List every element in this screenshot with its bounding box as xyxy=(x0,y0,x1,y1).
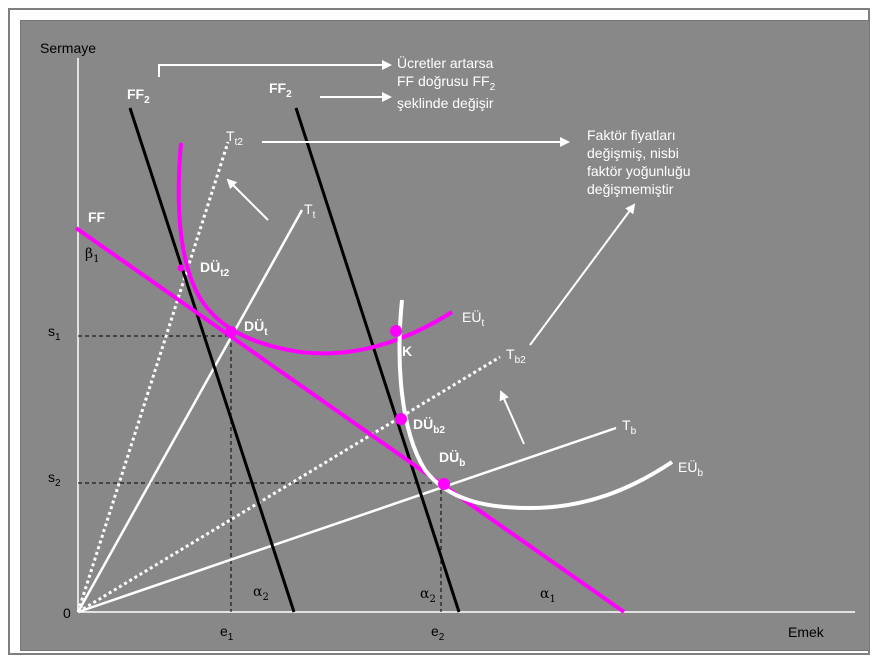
factor-note-line1: Faktör fiyatları xyxy=(587,127,676,143)
s2-label: s2 xyxy=(48,469,61,489)
figure-frame xyxy=(8,8,870,655)
tt-label: Tt xyxy=(304,201,316,221)
wage-bracket-arrow xyxy=(158,60,392,77)
wage-note-line2: FF doğrusu FF2 xyxy=(397,73,496,93)
k-label: K xyxy=(402,343,412,359)
y-axis-label: Sermaye xyxy=(40,40,96,56)
dub-label: DÜb xyxy=(439,449,465,469)
alpha2-left-label: α2 xyxy=(253,584,269,603)
factor-note-arrow xyxy=(529,203,636,346)
factor-note-line2: değişmiş, nisbi xyxy=(587,145,679,161)
eub-label: EÜb xyxy=(678,458,703,479)
rotation-arrow-up-left xyxy=(226,178,269,221)
factor-note-line3: faktör yoğunluğu xyxy=(587,163,691,179)
beta1-label: β1 xyxy=(85,246,99,265)
x-axis-label: Emek xyxy=(788,624,825,640)
dut-label: DÜt xyxy=(244,318,268,338)
point-dub2 xyxy=(395,413,407,425)
origin-label: 0 xyxy=(63,605,71,621)
dub2-label: DÜb2 xyxy=(413,416,445,436)
ff2-right-label: FF2 xyxy=(269,80,292,100)
ff-label: FF xyxy=(88,209,106,225)
ff2-right-line xyxy=(294,107,461,613)
dut2-label: DÜt2 xyxy=(200,259,230,279)
plot-area xyxy=(20,20,870,651)
ff-line xyxy=(74,226,626,614)
e1-label: e1 xyxy=(220,623,234,643)
tb-label: Tb xyxy=(622,417,637,437)
point-dub xyxy=(438,478,450,490)
ff2-left-line xyxy=(128,107,296,613)
ff2-left-label: FF2 xyxy=(127,86,150,106)
factor-note-line4: değişmemiştir xyxy=(587,181,674,197)
tb2-label: Tb2 xyxy=(506,346,526,366)
ray-tt2 xyxy=(76,141,230,613)
e2-label: e2 xyxy=(431,623,445,643)
wage-note-line1: Ücretler artarsa xyxy=(397,54,494,71)
ray-tb xyxy=(77,426,617,614)
tt2-label: Tt2 xyxy=(226,128,243,148)
s1-label: s1 xyxy=(48,323,61,343)
rotation-arrow-up xyxy=(499,390,525,445)
point-k xyxy=(390,325,402,337)
isoquant-eub xyxy=(397,299,674,511)
ray-tb2 xyxy=(77,355,501,614)
isoquant-eut xyxy=(176,142,454,356)
wage-note-line3: şeklinde değişir xyxy=(397,95,494,111)
eut-label: EÜt xyxy=(462,308,484,329)
ray-tt xyxy=(76,209,304,613)
point-dut xyxy=(225,326,237,338)
alpha2-right-label: α2 xyxy=(420,586,436,605)
alpha1-label: α1 xyxy=(540,586,556,605)
point-dut2 xyxy=(177,264,185,272)
